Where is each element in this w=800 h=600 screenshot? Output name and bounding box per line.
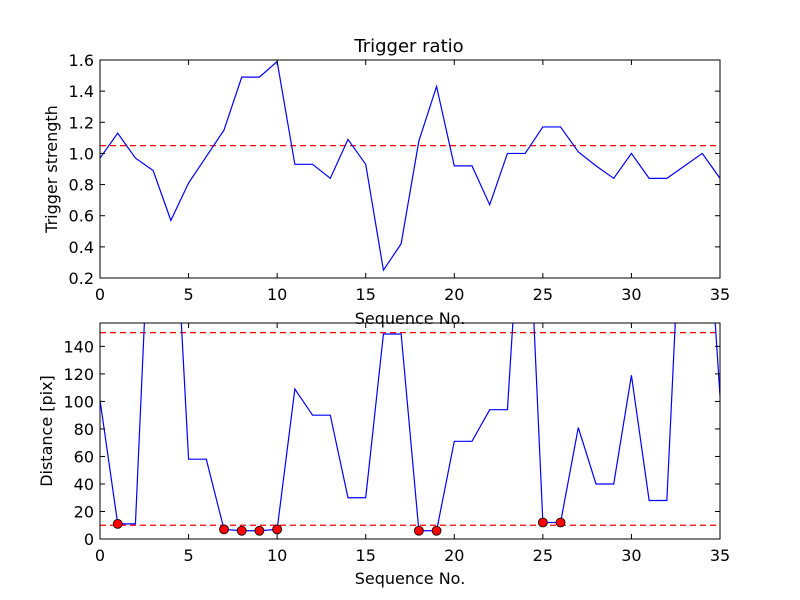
data-marker: [537, 517, 548, 528]
y-tick-label: 60: [74, 447, 94, 466]
x-tick-label: 0: [95, 285, 105, 304]
y-tick-label: 1.4: [69, 82, 94, 101]
x-tick-label: 35: [710, 285, 730, 304]
x-tick-label: 20: [444, 285, 464, 304]
y-tick-label: 20: [74, 502, 94, 521]
bottom-axes-frame: [99, 322, 721, 540]
series-line: [100, 323, 720, 532]
y-tick-label: 0.6: [69, 207, 94, 226]
bottom-plot-area: [100, 323, 720, 532]
y-tick-label: 80: [74, 420, 94, 439]
data-marker: [431, 525, 442, 536]
top-ticks: 0 5 10 15 20 25 30 35 0.2 0.4 0.6 0.8 1.0 1.2 1.4 1.6: [69, 51, 731, 304]
x-tick-label: 10: [267, 285, 287, 304]
x-tick-label: 10: [267, 546, 287, 565]
y-tick-label: 1.6: [69, 51, 94, 70]
top-y-axis-label: Trigger strength: [42, 105, 61, 234]
y-tick-label: 0.8: [69, 176, 94, 195]
y-tick-label: 1.2: [69, 113, 94, 132]
bottom-y-axis-label: Distance [pix]: [37, 375, 56, 487]
x-tick-label: 5: [183, 285, 193, 304]
y-tick-label: 100: [63, 392, 94, 411]
x-tick-label: 15: [356, 546, 376, 565]
y-tick-label: 1.0: [69, 144, 94, 163]
series-line: [100, 60, 720, 272]
top-axes-frame: [99, 59, 721, 279]
y-tick-label: 120: [63, 365, 94, 384]
top-x-axis-label: Sequence No.: [355, 309, 466, 328]
bottom-ticks: 0 5 10 15 20 25 30 35 0 20 40 60 80 100 120 140: [63, 323, 730, 565]
y-tick-label: 0: [84, 530, 94, 549]
x-tick-label: 35: [710, 546, 730, 565]
x-tick-label: 0: [95, 546, 105, 565]
data-marker: [272, 524, 283, 535]
x-tick-label: 20: [444, 546, 464, 565]
data-marker: [413, 525, 424, 536]
x-tick-label: 25: [533, 546, 553, 565]
y-tick-label: 0.2: [69, 269, 94, 288]
bottom-x-axis-label: Sequence No.: [355, 569, 466, 588]
data-marker: [254, 525, 265, 536]
x-tick-label: 25: [533, 285, 553, 304]
chart-title: Trigger ratio: [353, 36, 463, 57]
data-marker: [555, 517, 566, 528]
data-marker: [112, 518, 123, 529]
x-tick-label: 30: [621, 546, 641, 565]
data-marker: [236, 525, 247, 536]
x-tick-label: 5: [183, 546, 193, 565]
top-plot-area: [100, 60, 720, 272]
x-tick-label: 15: [356, 285, 376, 304]
y-tick-label: 140: [63, 337, 94, 356]
y-tick-label: 0.4: [69, 238, 94, 257]
x-tick-label: 30: [621, 285, 641, 304]
y-tick-label: 40: [74, 475, 94, 494]
data-marker: [219, 524, 229, 535]
